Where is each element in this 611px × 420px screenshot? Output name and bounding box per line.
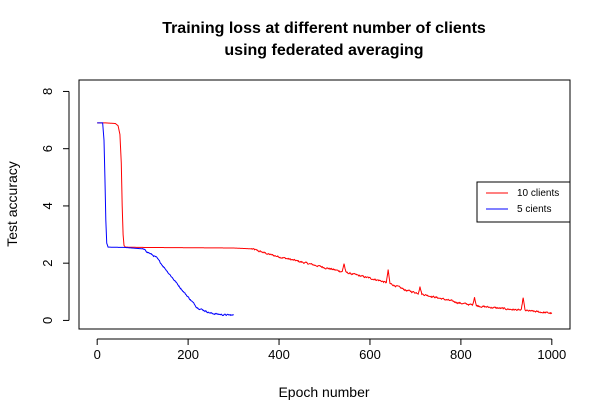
x-tick-label: 200 bbox=[177, 347, 199, 362]
y-tick-label: 0 bbox=[40, 317, 55, 324]
y-tick-label: 8 bbox=[40, 88, 55, 95]
y-tick-label: 4 bbox=[40, 202, 55, 209]
legend-label-5-cients: 5 cients bbox=[517, 204, 551, 215]
legend-label-10-clients: 10 clients bbox=[517, 188, 559, 199]
y-tick-label: 6 bbox=[40, 145, 55, 152]
y-axis-label: Test accuracy bbox=[4, 161, 20, 247]
x-tick-label: 800 bbox=[450, 347, 472, 362]
chart-title-line1: Training loss at different number of cli… bbox=[162, 20, 486, 37]
legend-box bbox=[476, 181, 571, 223]
series-line-10-clients bbox=[97, 122, 553, 315]
y-tick-label: 2 bbox=[40, 260, 55, 267]
series-layer bbox=[97, 122, 553, 317]
x-axis-label: Epoch number bbox=[278, 384, 369, 400]
x-tick-label: 0 bbox=[94, 347, 101, 362]
legend: 10 clients 5 cients bbox=[476, 181, 571, 223]
x-axis: 0 200 400 600 800 1000 bbox=[94, 338, 566, 362]
y-axis: 0 2 4 6 8 bbox=[40, 88, 70, 324]
chart-title-line2: using federated averaging bbox=[224, 42, 423, 59]
x-tick-label: 400 bbox=[268, 347, 290, 362]
x-tick-label: 1000 bbox=[537, 347, 566, 362]
series-line-5-cients bbox=[97, 122, 234, 317]
x-tick-label: 600 bbox=[359, 347, 381, 362]
